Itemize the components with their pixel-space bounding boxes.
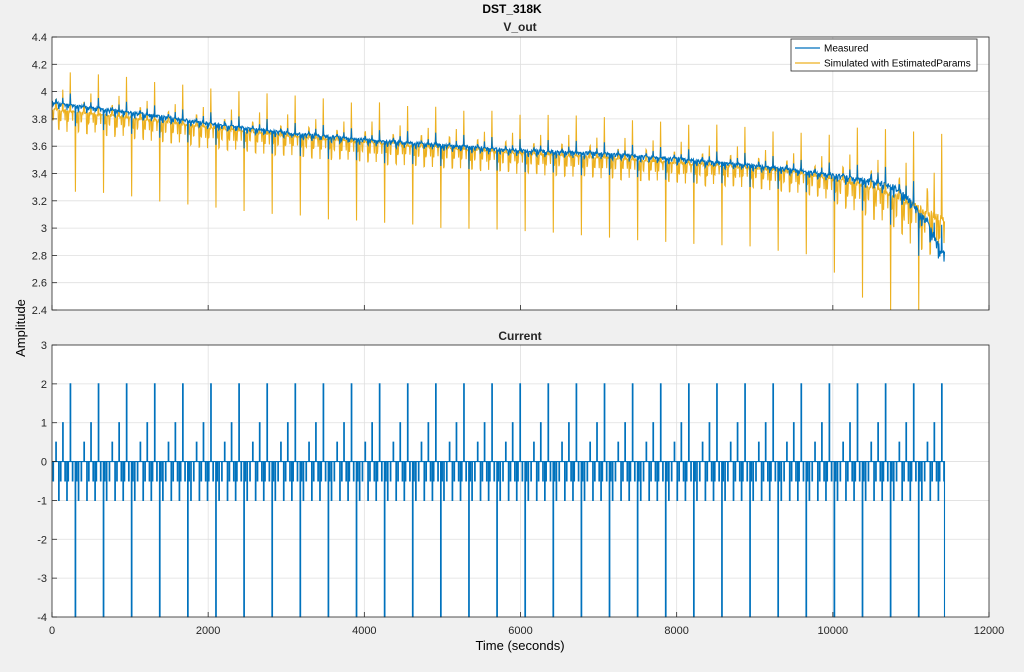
vout-plot-area	[51, 72, 946, 311]
vout-ytick-label: 4.4	[32, 32, 47, 44]
vout-ytick-label: 3.4	[32, 169, 47, 181]
current-ytick-label: 3	[41, 340, 47, 352]
current-ytick-label: -2	[37, 534, 47, 546]
vout-ytick-label: 3.6	[32, 141, 47, 153]
vout-ytick-label: 3.8	[32, 114, 47, 126]
current-plot-area	[52, 383, 946, 618]
legend-box	[790, 38, 978, 72]
current-ytick-label: 2	[41, 379, 47, 391]
vout-ytick-label: 4	[41, 87, 47, 99]
current-series-line	[52, 383, 946, 618]
vout-ytick-label: 4.2	[32, 59, 47, 71]
x-axis-label: Time (seconds)	[475, 638, 564, 653]
current-axes: -4 -3 -2 -1 0 1 2 3 0 2000 4000 6000 8000 10000 12000…	[37, 329, 1004, 637]
vout-ytick-label: 3	[41, 223, 47, 235]
figure-title: DST_318K	[482, 2, 542, 16]
simulated-series-line	[51, 72, 946, 311]
vout-y-ticks: 2.4 2.6 2.8 3 3.2 3.4 3.6 3.8 4 4.2 4.4	[32, 32, 990, 317]
legend-simulated-label: Simulated with EstimatedParams	[824, 59, 971, 70]
vout-title: V_out	[503, 20, 536, 34]
current-title: Current	[498, 329, 541, 343]
legend-measured-label: Measured	[824, 44, 868, 55]
xtick-label: 4000	[352, 625, 376, 637]
xtick-label: 8000	[664, 625, 688, 637]
vout-ytick-label: 2.4	[32, 305, 47, 317]
vout-axes: 2.4 2.6 2.8 3 3.2 3.4 3.6 3.8 4 4.2 4.4 V_out Meas…	[32, 20, 990, 317]
x-ticks: 0 2000 4000 6000 8000 10000 12000	[49, 612, 1004, 637]
xtick-label: 0	[49, 625, 55, 637]
xtick-label: 12000	[974, 625, 1005, 637]
current-y-ticks: -4 -3 -2 -1 0 1 2 3	[37, 340, 57, 624]
xtick-label: 10000	[818, 625, 849, 637]
vout-grid	[52, 37, 989, 310]
measured-series-line	[51, 93, 946, 262]
current-ytick-label: 0	[41, 457, 47, 469]
vout-ytick-label: 2.8	[32, 250, 47, 262]
current-ytick-label: -4	[37, 612, 47, 624]
xtick-label: 6000	[508, 625, 532, 637]
current-ytick-label: 1	[41, 418, 47, 430]
y-axis-label: Amplitude	[13, 299, 28, 357]
vout-ytick-label: 3.2	[32, 196, 47, 208]
vout-ytick-label: 2.6	[32, 278, 47, 290]
legend[interactable]: Measured Simulated with EstimatedParams	[790, 38, 978, 72]
current-ytick-label: -1	[37, 495, 47, 507]
current-ytick-label: -3	[37, 573, 47, 585]
xtick-label: 2000	[196, 625, 220, 637]
